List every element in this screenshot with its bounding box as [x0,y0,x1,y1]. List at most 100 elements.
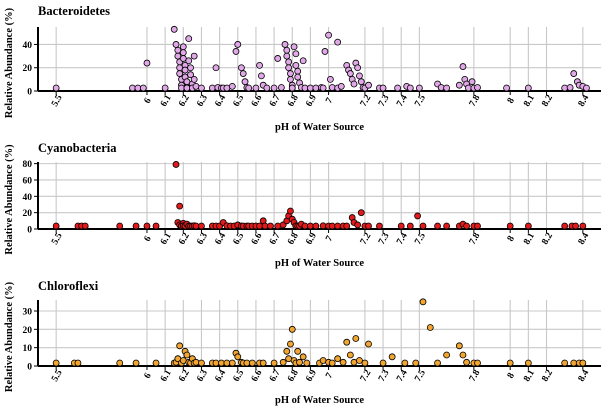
data-point [354,221,362,229]
y-tick-label: 0 [27,363,32,373]
x-tick-label: 8.4 [577,368,592,384]
data-point [252,84,260,92]
data-point [434,222,441,230]
data-point [187,71,194,79]
data-point [185,57,193,65]
data-point [426,324,434,331]
data-point [294,67,302,75]
data-point [176,342,184,350]
data-point [139,84,147,92]
x-tick-label: 8 [506,96,517,105]
data-point [287,75,294,83]
x-tick-label: 6.7 [268,368,283,384]
data-point [294,347,302,355]
data-point [419,298,427,306]
data-point [294,73,302,81]
data-point [292,50,300,58]
x-tick-label: 8.2 [540,368,555,384]
data-point [388,353,396,361]
data-point [299,57,307,65]
x-tick-label: 6.3 [195,231,210,247]
data-point [277,84,285,91]
x-axis-label: pH of Water Source [275,122,364,133]
data-point [570,70,578,77]
data-point [288,84,296,92]
data-point [152,359,160,367]
y-axis-label: Relative Abundance (%) [4,281,15,392]
data-point [245,84,253,92]
y-tick-label: 10 [23,344,33,354]
data-point [524,84,532,92]
data-point [443,84,451,92]
data-point [419,222,427,230]
data-point [256,62,263,69]
data-point [287,207,294,215]
data-point [303,359,311,367]
x-tick-label: 6.8 [286,93,301,109]
data-point [116,359,124,367]
data-point [299,353,307,361]
data-point [283,347,291,355]
data-point [274,222,282,230]
data-point [292,62,300,69]
x-tick-label: 5.5 [50,368,65,384]
data-point [572,222,579,230]
x-tick-label: 5.5 [50,93,65,109]
data-point [172,161,180,168]
data-point [234,353,242,361]
data-point [412,359,420,367]
data-point [228,82,236,90]
y-tick-label: 0 [27,226,32,236]
data-point [116,222,124,230]
data-point [397,222,405,230]
x-tick-label: 8.4 [577,231,592,247]
data-point [176,70,184,77]
data-point [238,64,245,72]
data-point [474,84,481,91]
chart-title: Cyanobacteria [38,141,117,155]
data-point [234,41,242,48]
data-point [352,335,360,342]
x-tick-label: 6.7 [268,231,283,247]
data-point [287,70,294,77]
data-point [212,64,220,72]
x-tick-label: 7.4 [395,231,410,247]
data-point [365,340,372,348]
data-point [179,43,187,51]
data-point [337,82,345,90]
data-point [334,38,342,46]
x-tick-label: 7.3 [377,231,392,247]
data-point [566,84,574,91]
data-point [343,222,351,230]
data-point [346,351,354,359]
x-tick-label: 6.8 [286,231,301,247]
data-point [52,222,60,230]
data-point [561,359,569,367]
data-point [283,46,291,54]
data-point [579,359,587,367]
x-tick-label: 7.8 [468,368,483,384]
data-point [263,84,271,92]
data-point [463,358,471,366]
y-tick-label: 30 [23,308,33,318]
data-point [259,359,267,367]
data-point [459,63,467,70]
x-tick-label: 7.5 [413,93,428,109]
data-point [279,358,287,366]
chart-title: Bacteroidetes [38,4,110,18]
data-point [463,222,471,230]
data-point [343,338,351,346]
x-tick-label: 5.5 [50,231,65,247]
y-axis-label: Relative Abundance (%) [4,144,15,255]
data-point [503,84,510,92]
x-tick-label: 7 [324,96,335,105]
data-point [192,358,200,366]
data-point [443,351,451,359]
y-tick-label: 60 [23,176,33,186]
x-tick-label: 6.3 [195,93,210,109]
data-point [379,359,387,367]
y-tick-label: 80 [23,160,33,170]
data-point [376,222,383,230]
y-tick-label: 40 [23,193,33,203]
